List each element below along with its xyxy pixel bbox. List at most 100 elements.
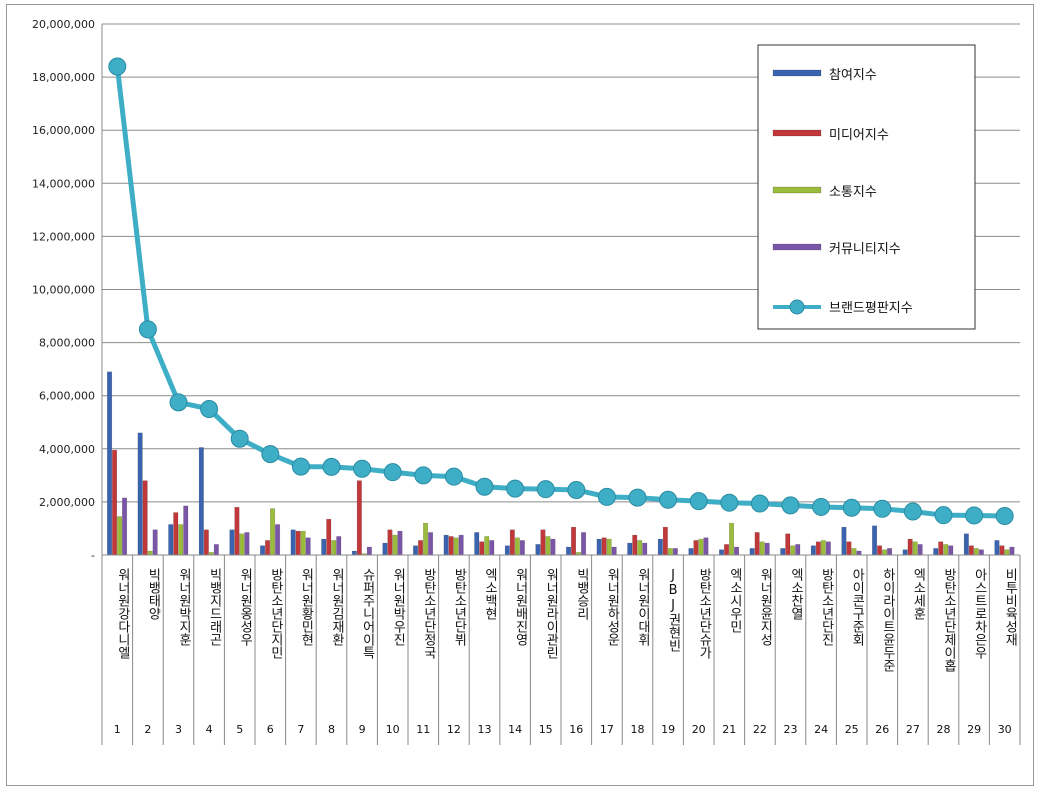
bar [693, 540, 699, 556]
y-tick-label: 8,000,000 [39, 337, 95, 350]
bar [423, 522, 429, 556]
axes: - 2,000,000 4,000,000 6,000,000 8,000,000 10,… [32, 18, 1021, 745]
bar [387, 529, 393, 556]
category-label: 워너원박지훈 [176, 568, 191, 646]
bar [703, 537, 709, 556]
bar [122, 497, 128, 556]
y-tick-label: 2,000,000 [39, 496, 95, 509]
bar [112, 449, 118, 556]
bar [606, 538, 612, 556]
bar [999, 545, 1005, 556]
rank-label: 22 [753, 723, 767, 736]
legend-marker [789, 299, 805, 315]
bar [1009, 546, 1015, 556]
bar [147, 550, 153, 556]
bar [917, 544, 923, 556]
data-point [995, 506, 1014, 525]
bar [213, 544, 219, 556]
bar [877, 545, 883, 556]
bar [846, 541, 852, 556]
bar [458, 534, 464, 556]
bar [448, 536, 454, 556]
y-tick-label: 16,000,000 [32, 124, 95, 137]
bar [749, 548, 755, 556]
y-tick-label: 20,000,000 [32, 18, 95, 31]
bar [627, 542, 633, 556]
rank-label: 12 [447, 723, 461, 736]
category-label: 엑소시우민 [727, 568, 742, 633]
bar [882, 549, 888, 556]
bar [994, 540, 1000, 556]
category-label: 워너원강다니엘 [115, 568, 130, 659]
data-point [475, 477, 494, 496]
category-label: 빅뱅지드래곤 [207, 568, 222, 646]
bar [270, 508, 276, 556]
y-tick-label: 10,000,000 [32, 284, 95, 297]
rank-label: 2 [144, 723, 151, 736]
rank-label: 13 [478, 723, 492, 736]
bar [912, 541, 918, 556]
category-label: 워너원옹성우 [237, 568, 252, 646]
bar [173, 512, 179, 556]
bar [366, 546, 372, 556]
data-point [414, 466, 433, 485]
bar [851, 548, 857, 556]
y-tick-label: 12,000,000 [32, 230, 95, 243]
bar [688, 548, 694, 556]
category-label: JBJ권현빈 [666, 568, 681, 652]
category-label: 워너원김재환 [329, 568, 344, 646]
y-tick-label: - [91, 549, 95, 562]
bar [142, 480, 148, 556]
rank-label: 23 [784, 723, 798, 736]
category-label: 방탄소년단뷔 [451, 568, 466, 646]
bar [152, 529, 158, 556]
rank-label: 25 [845, 723, 859, 736]
bar [729, 522, 735, 556]
data-point [444, 467, 463, 486]
bar [392, 534, 398, 556]
bar [351, 550, 357, 556]
bar [667, 548, 673, 556]
category-label: 슈퍼주니어이특 [360, 568, 375, 659]
bar [943, 544, 949, 556]
bar [540, 529, 546, 556]
bar [428, 532, 434, 556]
bar [229, 529, 235, 556]
bar [1004, 549, 1010, 556]
data-point [812, 497, 831, 516]
bar [244, 532, 250, 556]
rank-label: 4 [206, 723, 213, 736]
bar [841, 526, 847, 556]
legend-swatch [772, 69, 822, 77]
category-label: 워너원윤지성 [757, 568, 772, 646]
bar [413, 545, 419, 556]
legend-swatch [772, 186, 822, 194]
rank-label: 1 [114, 723, 121, 736]
category-label: 아스트로차은우 [972, 568, 987, 659]
category-label: 워너원황민현 [298, 568, 313, 646]
bar [107, 371, 113, 556]
rank-label: 26 [875, 723, 889, 736]
category-label: 방탄소년단제이홉 [941, 568, 956, 672]
category-label: 엑소백현 [482, 568, 497, 620]
rank-label: 7 [297, 723, 304, 736]
rank-label: 8 [328, 723, 335, 736]
bar [672, 548, 678, 556]
bar [137, 432, 143, 556]
data-point [383, 463, 402, 482]
bar [657, 538, 663, 556]
bar [484, 536, 490, 556]
data-point [200, 399, 219, 418]
bar [356, 480, 362, 556]
category-label: 방탄소년단정국 [421, 568, 436, 659]
bar [178, 524, 184, 556]
bar [933, 548, 939, 556]
rank-label: 3 [175, 723, 182, 736]
data-point [322, 457, 341, 476]
rank-label: 30 [998, 723, 1012, 736]
category-label: 방탄소년단슈가 [696, 568, 711, 659]
rank-label: 18 [631, 723, 645, 736]
rank-label: 9 [359, 723, 366, 736]
legend-swatch [772, 243, 822, 251]
